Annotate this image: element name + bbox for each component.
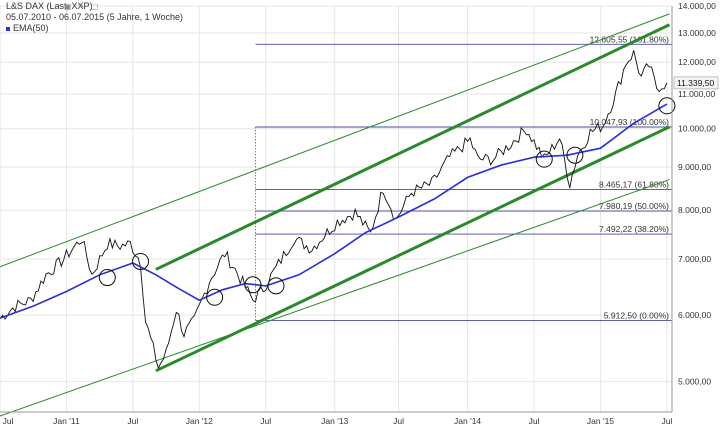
last-price-tag-box [673,76,719,90]
x-tick-label: Jan '14 [454,416,481,426]
x-tick-label: Jan '13 [321,416,348,426]
fib-level-label: 7.492,22 (38.20%) [599,224,669,234]
x-tick-label: Jan '12 [186,416,213,426]
y-tick-label: 9.000,00 [678,162,711,172]
y-tick-label: 8.000,00 [678,205,711,215]
annotation-circles [98,97,676,306]
annotation-circle [658,97,676,115]
fib-level-label: 12.605,55 (161.80%) [590,34,670,44]
x-tick-label: Jan '15 [587,416,614,426]
annotation-circle [98,269,116,287]
y-axis: 5.000,00 6.000,00 7.000,00 8.000,00 9.000,00… [671,1,719,412]
ema-line [0,103,668,319]
annotation-circle [566,146,584,164]
y-tick-label: 7.000,00 [678,254,711,264]
annotation-circle [132,252,150,270]
fib-level-label: 10.047,93 (100.00%) [590,117,670,127]
fib-level-label: 5.912,50 (0.00%) [604,310,669,320]
annotation-circle [206,288,224,306]
price-line [0,50,668,370]
x-tick-label: Jul [3,416,14,426]
x-tick-label: Jul [661,416,672,426]
y-tick-label: 5.000,00 [678,377,711,387]
fib-level-label: 7.980,19 (50.00%) [599,201,669,211]
ema-legend-label: EMA(50) [13,23,49,33]
annotation-circle [535,150,553,168]
x-tick-label: Jan '11 [53,416,80,426]
fib-level-label: 8.465,17 (61.80%) [599,180,669,190]
fibonacci-levels: 12.605,55 (161.80%) 10.047,93 (100.00%) 8.… [255,34,672,321]
header-tool-icons[interactable]: ▣ ✎ ▢ [64,2,101,11]
y-tick-label: 12.000,00 [678,57,716,67]
ema-series [0,103,668,319]
ema-legend-swatch [6,26,10,31]
x-tick-label: Jul [529,416,540,426]
last-price-label: 11.339,50 [677,78,714,88]
grid [0,5,672,412]
x-axis: Jul Jan '11 Jul Jan '12 Jul Jan '13 Jul Jan '14… [0,411,672,426]
annotation-circle [244,276,262,294]
x-tick-label: Jul [393,416,404,426]
y-tick-label: 14.000,00 [678,1,716,11]
x-tick-label: Jul [127,416,138,426]
ema-legend: EMA(50) [6,23,49,33]
channel-line-outer [0,179,670,417]
trend-channels [0,13,671,417]
x-tick-label: Jul [260,416,271,426]
chart-date-range: 05.07.2010 - 06.07.2015 (5 Jahre, 1 Woch… [6,12,183,22]
chart-title: L&S DAX (Last, XXP) [6,1,93,11]
price-series [0,50,668,370]
channel-line-outer [0,13,670,268]
y-tick-label: 11.000,00 [678,89,715,99]
y-tick-label: 10.000,00 [678,124,716,134]
y-tick-label: 6.000,00 [678,310,711,320]
y-tick-label: 13.000,00 [678,28,716,38]
annotation-circle [267,277,285,295]
channel-line-main [155,125,671,373]
channel-line-main [155,23,671,271]
